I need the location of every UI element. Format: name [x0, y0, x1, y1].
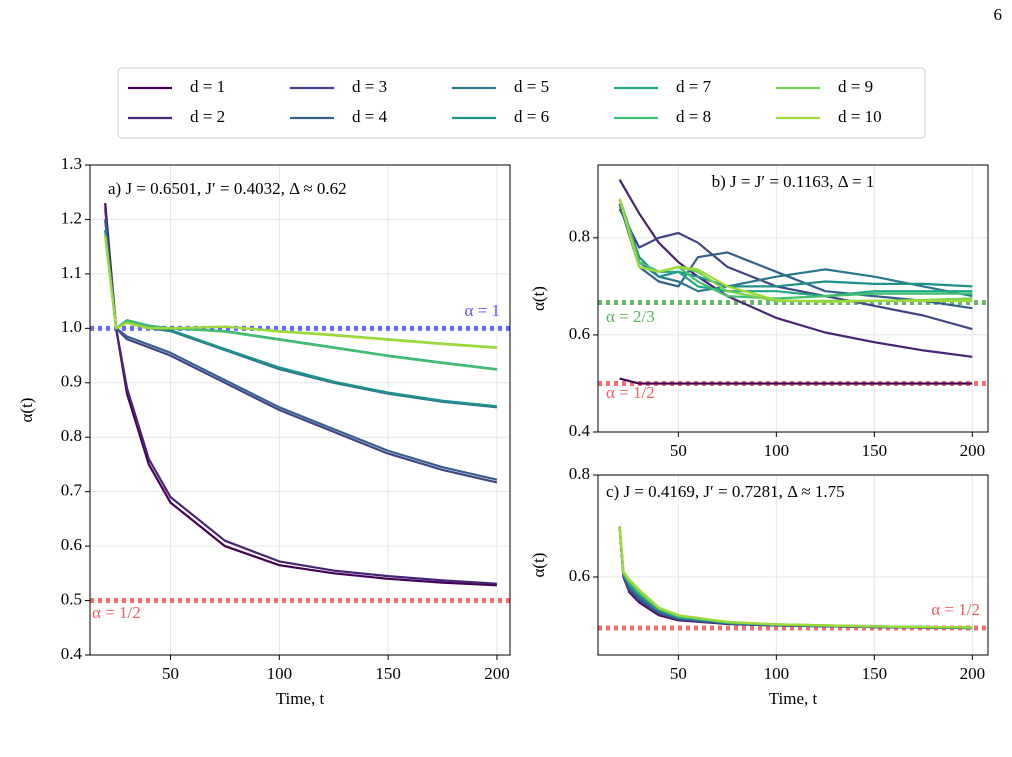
- x-axis-label: Time, t: [769, 689, 818, 708]
- data-line: [104, 230, 498, 408]
- series-group: [618, 179, 973, 385]
- panel: 50 100 150 200 0.4 0.6 0.8 α = 2/3 α = 1/2 b) J =…: [529, 164, 989, 460]
- legend-label: d = 1: [190, 77, 225, 96]
- series-group: [618, 525, 973, 630]
- data-line: [619, 377, 973, 385]
- axes-frame: [89, 164, 511, 656]
- x-tick-label: 150: [375, 664, 401, 683]
- y-tick-label: 0.9: [61, 372, 82, 391]
- y-tick-label: 0.6: [61, 535, 82, 554]
- reference-label: α = 1/2: [92, 603, 141, 622]
- y-tick-label: 1.1: [61, 263, 82, 282]
- data-line: [618, 203, 973, 298]
- data-line: [618, 198, 973, 303]
- y-axis-label: α(t): [529, 286, 548, 311]
- y-axis-label: α(t): [17, 398, 36, 423]
- x-tick-label: 100: [267, 664, 293, 683]
- data-line: [104, 235, 498, 371]
- y-tick-label: 0.6: [569, 566, 590, 585]
- reference-label: α = 1/2: [931, 600, 980, 619]
- data-line: [104, 208, 497, 585]
- legend-frame: [117, 67, 926, 139]
- reference-label: α = 1/2: [606, 383, 655, 402]
- x-tick-label: 50: [670, 441, 687, 460]
- legend-label: d = 5: [514, 77, 549, 96]
- y-tick-label: 0.8: [569, 227, 590, 246]
- legend-label: d = 8: [676, 107, 711, 126]
- legend: d = 1 d = 2 d = 3 d = 4 d = 5 d = 6 d = 7 d = 8…: [117, 67, 926, 139]
- legend-label: d = 7: [676, 77, 712, 96]
- y-tick-label: 0.6: [569, 324, 590, 343]
- x-tick-label: 50: [162, 664, 179, 683]
- data-line: [104, 235, 497, 349]
- x-tick-label: 150: [862, 441, 888, 460]
- y-axis-label: α(t): [529, 553, 548, 578]
- panel: 50 100 150 200 0.4 0.5 0.6 0.7 0.8 0.9 1.0 1.1 1.2 1.…: [17, 154, 511, 708]
- panel-annotation: a) J = 0.6501, J′ = 0.4032, Δ ≈ 0.62: [108, 179, 347, 198]
- reference-label: α = 1: [465, 301, 501, 320]
- y-tick-label: 0.4: [569, 421, 591, 440]
- reference-label: α = 2/3: [606, 307, 655, 326]
- x-axis-label: Time, t: [276, 689, 325, 708]
- page-number: 6: [994, 5, 1003, 24]
- x-tick-label: 100: [764, 664, 790, 683]
- x-tick-label: 150: [862, 664, 888, 683]
- legend-label: d = 10: [838, 107, 882, 126]
- data-line: [618, 525, 973, 629]
- axes-frame: [597, 164, 989, 433]
- axes-frame: [597, 474, 989, 656]
- legend-label: d = 4: [352, 107, 388, 126]
- y-tick-label: 0.8: [61, 426, 82, 445]
- data-line: [104, 230, 498, 409]
- x-tick-label: 200: [484, 664, 510, 683]
- data-line: [104, 219, 498, 484]
- legend-label: d = 9: [838, 77, 873, 96]
- x-tick-label: 200: [960, 664, 986, 683]
- series-group: [104, 203, 498, 587]
- y-tick-label: 1.0: [61, 317, 82, 336]
- y-tick-label: 0.4: [61, 644, 83, 663]
- y-tick-label: 0.8: [569, 464, 590, 483]
- data-line: [618, 208, 973, 331]
- x-tick-label: 50: [670, 664, 687, 683]
- y-tick-label: 0.5: [61, 589, 82, 608]
- x-tick-label: 200: [960, 441, 986, 460]
- y-tick-label: 1.2: [61, 208, 82, 227]
- data-line: [618, 198, 973, 300]
- panel-annotation: c) J = 0.4169, J′ = 0.7281, Δ ≈ 1.75: [606, 482, 845, 501]
- panel-annotation: b) J = J′ = 0.1163, Δ = 1: [712, 172, 875, 191]
- data-line: [618, 203, 973, 310]
- panel: 50 100 150 200 0.6 0.8 α = 1/2 c) J = 0.4169, J…: [529, 464, 989, 708]
- data-line: [104, 203, 497, 587]
- legend-label: d = 6: [514, 107, 549, 126]
- data-line: [618, 198, 973, 298]
- y-tick-label: 1.3: [61, 154, 82, 173]
- data-line: [104, 219, 498, 481]
- legend-label: d = 3: [352, 77, 387, 96]
- legend-label: d = 2: [190, 107, 225, 126]
- y-tick-label: 0.7: [61, 481, 83, 500]
- x-tick-label: 100: [764, 441, 790, 460]
